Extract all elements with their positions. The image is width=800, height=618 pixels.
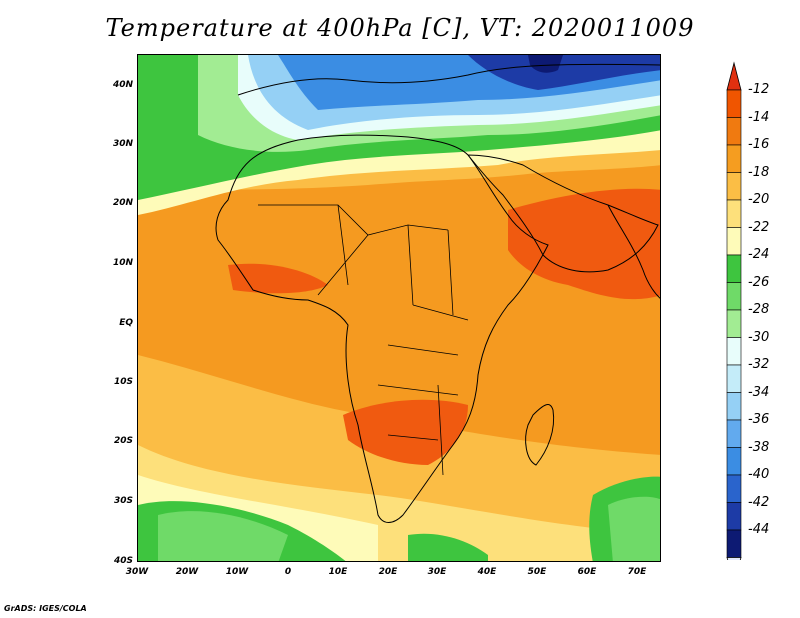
lat-label-10s: 10S <box>113 377 133 387</box>
colorbar-segment <box>726 117 742 146</box>
credit-text: GrADS: IGES/COLA <box>4 604 87 613</box>
field-sw-green2 <box>158 511 288 561</box>
field-se-green2 <box>608 496 660 561</box>
lat-label-20n: 20N <box>112 198 133 208</box>
lon-label-20w: 20W <box>175 567 199 577</box>
colorbar-label: -20 <box>748 192 770 207</box>
colorbar-segment <box>726 364 742 393</box>
lon-label-50e: 50E <box>527 567 547 577</box>
field-west-hot <box>228 263 328 294</box>
lon-label-10w: 10W <box>225 567 249 577</box>
colorbar-segment <box>726 144 742 173</box>
colorbar-segment <box>726 309 742 338</box>
colorbar-label: -30 <box>748 329 770 345</box>
colorbar-segment <box>726 199 742 228</box>
colorbar-segment <box>726 227 742 256</box>
colorbar-label: -28 <box>748 302 770 317</box>
lat-label-10n: 10N <box>112 258 133 268</box>
colorbar-segment <box>726 502 742 531</box>
lon-label-70e: 70E <box>627 567 647 577</box>
border-lines <box>258 204 469 476</box>
colorbar-segment <box>726 254 742 283</box>
coastline-arabia <box>466 154 659 273</box>
field-s-green-small <box>408 533 488 561</box>
lat-label-30s: 30S <box>113 496 133 506</box>
lon-label-20e: 20E <box>378 567 398 577</box>
lon-label-30e: 30E <box>427 567 447 577</box>
colorbar-label: -36 <box>748 412 770 427</box>
colorbar <box>726 61 742 560</box>
colorbar-label: -44 <box>748 522 770 537</box>
colorbar-label: -26 <box>748 274 770 290</box>
field-north-darkblue <box>468 55 660 90</box>
colorbar-label: -42 <box>748 494 770 510</box>
map-area <box>137 54 661 562</box>
colorbar-segment <box>726 447 742 476</box>
lat-label-40s: 40S <box>113 556 133 566</box>
colorbar-label: -22 <box>748 219 770 235</box>
temperature-field <box>138 55 660 561</box>
coastline-europe <box>237 63 660 96</box>
colorbar-label: -12 <box>748 82 770 97</box>
colorbar-over-triangle <box>726 61 742 91</box>
map-title: Temperature at 400hPa [C], VT: 202001100… <box>105 14 695 42</box>
field-south-hot <box>343 399 468 465</box>
lat-label-20s: 20S <box>113 436 133 446</box>
colorbar-segment <box>726 474 742 503</box>
colorbar-label: -24 <box>748 247 770 262</box>
colorbar-label: -32 <box>748 357 770 372</box>
lat-label-eq: EQ <box>119 318 133 328</box>
colorbar-segment <box>726 89 742 118</box>
lon-label-60e: 60E <box>577 567 597 577</box>
colorbar-label: -18 <box>748 164 770 180</box>
field-north-navy <box>528 55 563 73</box>
colorbar-label: -38 <box>748 439 770 455</box>
colorbar-segment <box>726 529 742 558</box>
lon-label-0: 0 <box>284 567 292 577</box>
lon-label-40e: 40E <box>477 567 497 577</box>
colorbar-label: -14 <box>748 109 770 125</box>
colorbar-segment <box>726 172 742 201</box>
field-east-hot <box>508 188 660 300</box>
colorbar-segment <box>726 419 742 448</box>
lon-label-30w: 30W <box>125 567 149 577</box>
colorbar-label: -40 <box>748 467 770 482</box>
coastline-madagascar <box>525 404 555 466</box>
colorbar-label: -34 <box>748 384 770 400</box>
lat-label-30n: 30N <box>112 139 133 149</box>
coastline-africa <box>215 134 549 523</box>
coastline-india <box>607 204 660 299</box>
lat-label-40n: 40N <box>112 80 133 90</box>
lon-label-10e: 10E <box>328 567 348 577</box>
colorbar-under-triangle <box>726 557 742 560</box>
colorbar-label: -16 <box>748 137 770 152</box>
colorbar-segment <box>726 392 742 421</box>
colorbar-segment <box>726 282 742 311</box>
colorbar-segment <box>726 337 742 366</box>
